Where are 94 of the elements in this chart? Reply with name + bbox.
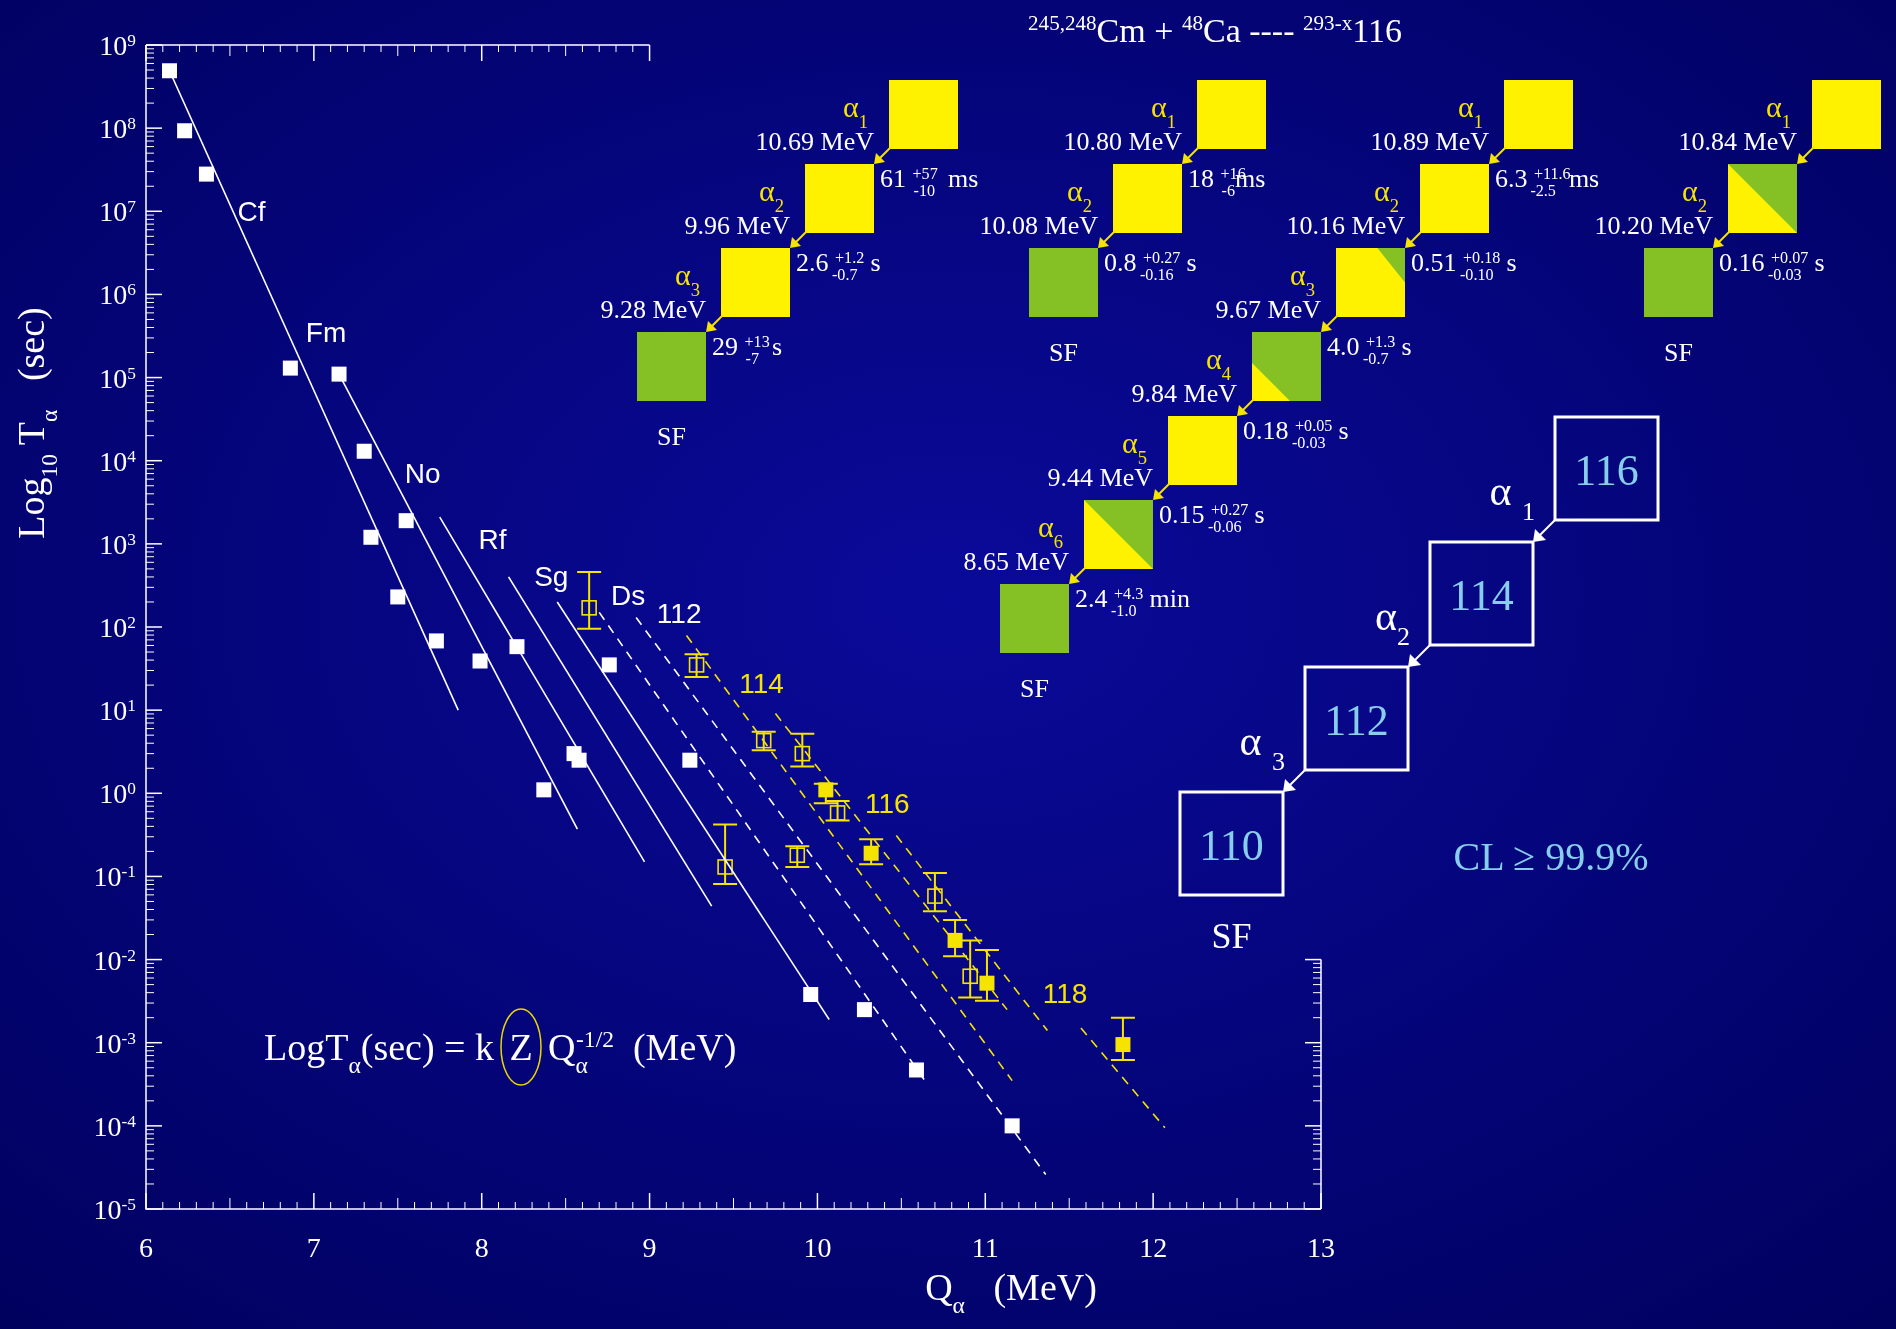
text: 4.0 $^{+1.3}$$_{-0.7}$ s [1327,332,1412,367]
y-tick-label: 10$^{9}$ [99,30,136,61]
point [863,845,879,861]
point [794,745,811,762]
y-tick-label: 10$^{3}$ [99,528,136,560]
y-tick-label: 10$^{-4}$ [93,1110,137,1142]
point [390,589,406,605]
point [947,932,963,948]
y-tick-label: 10$^{-5}$ [93,1194,136,1225]
point [1004,1118,1020,1134]
x-tick-label: 12 [1139,1232,1168,1263]
point [789,847,806,863]
series-label: Fm [305,317,347,349]
annotation: SF [1020,674,1049,703]
point [363,529,379,545]
point [356,443,372,459]
text: 0.16 $^{+0.07}$$_{-0.03}$ s [1719,248,1825,283]
series-label: Rf [478,523,507,555]
annotation: 2.4 $^{+4.3}$$_{-1.0}$ min [1075,584,1190,619]
point [962,968,978,985]
annotation: 110 [1199,820,1264,870]
point [908,1062,924,1078]
x-tick-label: 6 [139,1232,153,1263]
point [282,360,298,376]
point [601,657,617,673]
y-tick-label: 10$^{4}$ [99,445,137,477]
point [398,513,414,529]
y-tick-label: 10$^{2}$ [99,612,136,643]
annotation: LogT$_{α}$(sec) = k [263,1026,494,1078]
annotation: Q$_{α}$$^{-1/2}$ (MeV) [548,1026,737,1078]
point [177,123,193,139]
text: 0.51 $^{+0.18}$$_{-0.10}$ s [1411,248,1517,283]
series-label: 118 [1042,978,1088,1010]
point [581,600,597,616]
y-tick-label: 10$^{6}$ [99,279,137,311]
point [856,1002,872,1018]
y-tick-label: 10$^{0}$ [99,778,137,810]
annotation: 0.15 $^{+0.27}$$_{-0.06}$ s [1159,500,1265,535]
annotation: SF [1211,916,1252,956]
series-label: 114 [739,667,784,699]
y-tick-label: 10$^{1}$ [99,695,136,727]
x-tick-label: 13 [1307,1232,1335,1263]
x-tick-label: 11 [971,1232,999,1263]
y-tick-label: 10$^{5}$ [99,362,136,394]
x-tick-label: 7 [306,1232,321,1263]
y-tick-label: 10$^{-2}$ [93,944,136,976]
y-tick-label: 10$^{8}$ [99,113,137,145]
point [198,166,214,182]
point [162,63,177,79]
y-tick-label: 10$^{-3}$ [93,1027,136,1059]
y-tick-label: 10$^{-1}$ [93,861,136,893]
point [682,752,698,768]
point [818,782,834,798]
point [927,888,943,904]
text: 114 [1449,570,1514,620]
point [688,657,705,673]
text: SF [1664,338,1693,367]
point [1115,1037,1131,1053]
series-label: Cf [237,195,266,227]
annotation: 2.6 $^{+1.2}$$_{-0.7}$ s [796,248,881,283]
point [755,732,772,749]
series-label: 116 [865,787,910,819]
series-label: Ds [611,580,646,612]
text: Q$_{α}$ (MeV) [925,1266,1097,1318]
annotation: 0.8 $^{+0.27}$$_{-0.16}$ s [1104,248,1197,283]
x-tick-label: 8 [474,1232,489,1263]
point [472,653,488,669]
annotation: α $_{3}$ [1239,718,1285,776]
text: 112 [1324,695,1389,745]
annotation: Z [509,1026,533,1068]
text: $^{245,248}$Cm + $^{48}$Ca ---- $^{293-x}$116 [1028,11,1402,49]
annotation: SF [657,422,686,451]
point [428,633,444,649]
text: CL ≥ 99.9% [1453,834,1649,879]
annotation: SF [1049,338,1078,367]
point [829,805,846,821]
point [717,859,733,875]
series-label: Sg [534,560,569,592]
text: α $_{1}$ [1489,468,1535,526]
x-tick-label: 10 [803,1232,832,1263]
text: 116 [1574,445,1639,495]
y-tick-label: 10$^{7}$ [99,196,137,228]
point [331,366,347,382]
annotation: 18 $^{+16}$$_{-6}$ms [1188,164,1266,199]
text: α$_{2}$ [1374,593,1410,651]
series-label: No [404,458,441,490]
annotation: 61 $^{+57}$$_{-10}$ ms [880,164,979,199]
annotation: 0.18 $^{+0.05}$$_{-0.03}$ s [1243,416,1349,451]
point [536,782,552,798]
x-tick-label: 9 [642,1232,657,1263]
annotation: 29 $^{+13}$$_{-7}$ s [712,332,783,367]
point [979,975,995,991]
series-label: 112 [656,597,702,629]
text: 6.3 $^{+11.6}$$_{-2.5}$ ms [1495,164,1600,199]
